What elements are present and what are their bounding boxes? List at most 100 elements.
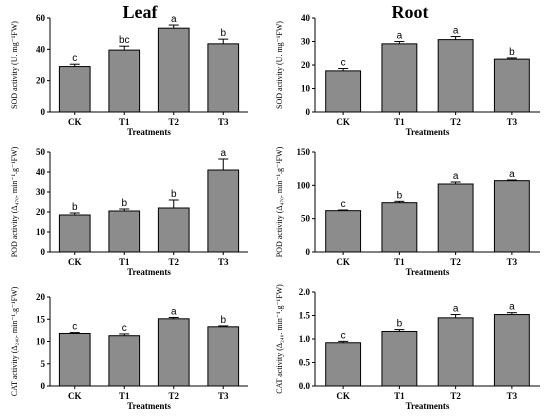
bar-t2 xyxy=(157,207,190,253)
significance-letter: a xyxy=(453,171,459,182)
category-label: T3 xyxy=(507,257,518,267)
category-label: T2 xyxy=(450,117,461,127)
category-label: T3 xyxy=(218,257,229,267)
category-label: CK xyxy=(336,257,350,267)
y-tick-label: 20 xyxy=(36,292,46,302)
significance-letter: b xyxy=(72,202,78,213)
category-label: T1 xyxy=(394,391,405,401)
chart-panel-3: 0 10 20 30 40 50 b CK b T1 b T2 a T3 Treatments POD act… xyxy=(10,146,248,277)
category-label: T2 xyxy=(450,257,461,267)
bar-ck xyxy=(58,66,91,113)
bar-t3 xyxy=(493,180,530,253)
bar-t1 xyxy=(381,202,418,253)
significance-letter: c xyxy=(341,58,346,69)
y-tick-label: 0 xyxy=(41,247,46,257)
y-tick-label: 100 xyxy=(297,180,311,190)
significance-letter: a xyxy=(509,169,515,180)
bar-t1 xyxy=(381,43,418,113)
y-tick-label: 40 xyxy=(36,167,46,177)
significance-letter: c xyxy=(341,330,346,341)
bar-ck xyxy=(325,70,362,113)
category-label: T3 xyxy=(218,391,229,401)
category-label: T2 xyxy=(450,391,461,401)
category-label: T1 xyxy=(119,117,130,127)
significance-letter: c xyxy=(341,199,346,210)
y-tick-label: 0.5 xyxy=(299,358,311,368)
chart-panel-4: 0 50 100 150 c CK b T1 a T2 a T3 Treatments POD activ… xyxy=(275,146,540,277)
y-axis-title: POD activity (Δ₄₇₀. min⁻¹.g⁻¹FW) xyxy=(10,146,19,257)
root-column-title: Root xyxy=(392,2,429,22)
bar-t2 xyxy=(437,183,474,253)
chart-panel-6: 0.0 0.5 1.0 1.5 2.0 c CK b T1 a T2 a T3 Treatments CAT… xyxy=(275,284,540,411)
x-axis-title: Treatments xyxy=(406,267,450,277)
y-tick-label: 0 xyxy=(41,107,46,117)
bar-t3 xyxy=(493,58,530,113)
y-tick-label: 0.0 xyxy=(299,381,311,391)
category-label: T2 xyxy=(168,391,179,401)
category-label: T3 xyxy=(507,391,518,401)
category-label: CK xyxy=(336,117,350,127)
bar-t2 xyxy=(157,318,190,387)
y-tick-label: 2.0 xyxy=(299,287,311,297)
chart-panel-2: 0 10 20 30 40 c CK a T1 a T2 b T3 Treatments SOD activ… xyxy=(275,13,540,137)
bar-t1 xyxy=(108,210,141,253)
bar-t3 xyxy=(207,43,240,113)
significance-letter: b xyxy=(220,28,226,39)
y-tick-label: 50 xyxy=(36,147,46,157)
significance-letter: b xyxy=(220,315,226,326)
significance-letter: b xyxy=(397,190,403,201)
y-tick-label: 40 xyxy=(301,13,311,23)
y-axis-title: CAT activity (Δ₂₄₀. min⁻¹.g⁻¹FW) xyxy=(10,286,19,396)
bar-t1 xyxy=(108,335,141,387)
significance-letter: c xyxy=(72,53,77,64)
y-tick-label: 50 xyxy=(301,214,311,224)
y-tick-label: 10 xyxy=(36,337,46,347)
chart-panel-1: 0 20 40 60 c CK bc T1 a T2 b T3 Treatments SOD activi… xyxy=(10,13,248,137)
x-axis-title: Treatments xyxy=(406,127,450,137)
bar-t3 xyxy=(207,169,240,253)
category-label: CK xyxy=(68,117,82,127)
category-label: CK xyxy=(336,391,350,401)
category-label: T1 xyxy=(394,257,405,267)
significance-letter: c xyxy=(122,323,127,334)
category-label: T2 xyxy=(168,117,179,127)
bar-ck xyxy=(325,210,362,253)
significance-letter: a xyxy=(171,14,177,25)
bar-ck xyxy=(325,342,362,387)
significance-letter: a xyxy=(453,26,459,37)
category-label: T1 xyxy=(394,117,405,127)
y-tick-label: 20 xyxy=(36,207,46,217)
bar-t2 xyxy=(437,317,474,387)
x-axis-title: Treatments xyxy=(406,401,450,411)
significance-letter: b xyxy=(171,189,177,200)
y-axis-title: SOD activity (U. mg⁻¹FW) xyxy=(275,21,284,109)
category-label: T2 xyxy=(168,257,179,267)
category-label: T1 xyxy=(119,257,130,267)
bar-t2 xyxy=(157,27,190,113)
significance-letter: b xyxy=(397,319,403,330)
bar-ck xyxy=(58,214,91,253)
x-axis-title: Treatments xyxy=(127,127,171,137)
significance-letter: b xyxy=(509,47,515,58)
y-tick-label: 0 xyxy=(41,381,46,391)
category-label: T3 xyxy=(507,117,518,127)
y-tick-label: 1.5 xyxy=(299,311,311,321)
category-label: CK xyxy=(68,257,82,267)
x-axis-title: Treatments xyxy=(127,401,171,411)
y-tick-label: 40 xyxy=(36,44,46,54)
y-tick-label: 5 xyxy=(41,359,46,369)
y-tick-label: 15 xyxy=(36,314,46,324)
y-axis-title: CAT activity (Δ₂₄₀. min⁻¹.g⁻¹FW) xyxy=(275,284,284,394)
bar-t1 xyxy=(381,330,418,387)
y-tick-label: 10 xyxy=(301,84,311,94)
y-tick-label: 0 xyxy=(306,107,311,117)
bar-t2 xyxy=(437,39,474,113)
category-label: T3 xyxy=(218,117,229,127)
bar-ck xyxy=(58,332,91,387)
y-tick-label: 150 xyxy=(297,147,311,157)
chart-panel-5: 0 5 10 15 20 c CK c T1 a T2 b T3 Treatments CAT activi… xyxy=(10,286,248,411)
y-tick-label: 10 xyxy=(36,227,46,237)
y-tick-label: 20 xyxy=(301,60,311,70)
